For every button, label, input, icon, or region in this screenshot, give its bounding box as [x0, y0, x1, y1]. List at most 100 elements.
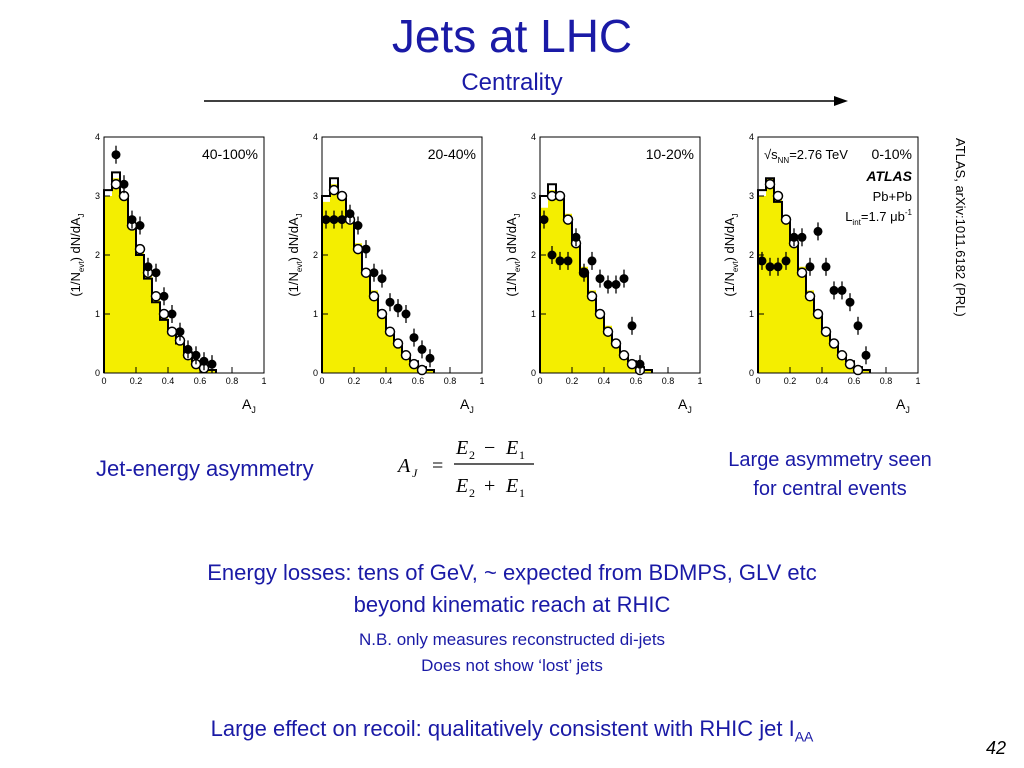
open-point — [408, 358, 420, 370]
y-tick-label: 0 — [95, 368, 100, 378]
recoil-sub: AA — [794, 728, 814, 745]
energy-prefix: √s — [764, 147, 778, 162]
y-tick-label: 4 — [95, 132, 100, 142]
y-tick-label: 0 — [313, 368, 318, 378]
y-tick-label: 1 — [749, 309, 754, 319]
x-tick-label: 0.6 — [194, 376, 207, 386]
formula-den-a: E — [455, 475, 468, 497]
open-point — [554, 190, 566, 202]
lumi-annotation: Lint=1.7 μb-1 — [845, 208, 912, 227]
y-tick-label: 0 — [749, 368, 754, 378]
x-tick-label: 0.2 — [348, 376, 361, 386]
filled-point — [401, 309, 411, 319]
y-tick-label: 2 — [531, 250, 536, 260]
x-axis-label: AJ — [896, 396, 910, 415]
x-tick-label: 0 — [101, 376, 106, 386]
x-axis-label: AJ — [242, 396, 256, 415]
x-axis-label-main: A — [460, 396, 470, 412]
x-tick-label: 0.4 — [598, 376, 611, 386]
jet-energy-label: Jet-energy asymmetry — [96, 456, 314, 481]
x-axis-label-main: A — [242, 396, 252, 412]
filled-point — [191, 350, 201, 360]
filled-point — [151, 268, 161, 278]
filled-point — [337, 215, 347, 225]
x-axis-label: AJ — [678, 396, 692, 415]
asymmetry-formula: A J = E 2 − E 1 E 2 + E 1 — [396, 437, 534, 500]
formula-den-a-sub: 2 — [469, 486, 475, 500]
filled-point — [547, 250, 557, 260]
open-point — [836, 350, 848, 361]
centrality-bin-label: 0-10% — [872, 146, 912, 162]
centrality-bin-label: 20-40% — [428, 146, 476, 162]
x-tick-label: 0.6 — [412, 376, 425, 386]
large-asymmetry-line2: for central events — [753, 478, 907, 500]
filled-point — [321, 215, 331, 225]
filled-point — [587, 256, 597, 266]
y-tick-label: 1 — [313, 309, 318, 319]
formula-num-op: − — [484, 437, 495, 459]
filled-point — [183, 344, 193, 354]
energy-annotation: √sNN=2.76 TeV — [764, 147, 848, 165]
formula-num-a: E — [455, 437, 468, 459]
open-point — [812, 308, 824, 320]
open-point — [392, 338, 404, 349]
filled-point — [111, 150, 121, 160]
open-point — [772, 190, 784, 202]
open-point — [376, 308, 388, 320]
filled-point — [361, 244, 371, 254]
filled-point — [119, 179, 129, 189]
open-point — [110, 178, 122, 190]
y-tick-label: 4 — [749, 132, 754, 142]
filled-point — [425, 353, 435, 363]
filled-point — [797, 232, 807, 242]
open-point — [594, 308, 606, 320]
y-tick-label: 1 — [95, 309, 100, 319]
filled-point — [345, 209, 355, 219]
x-tick-label: 0.2 — [130, 376, 143, 386]
x-tick-label: 0.2 — [784, 376, 797, 386]
filled-point — [135, 221, 145, 230]
x-tick-label: 0.4 — [380, 376, 393, 386]
open-point — [796, 267, 808, 278]
filled-point — [329, 215, 339, 225]
x-tick-label: 0.8 — [662, 376, 675, 386]
filled-point — [781, 256, 791, 266]
open-point — [828, 338, 840, 349]
filled-point — [353, 221, 363, 230]
y-axis-label-tail: ) dN/dA — [68, 217, 83, 261]
formula-den-b-sub: 1 — [519, 486, 525, 500]
filled-point — [765, 262, 775, 272]
open-point — [360, 267, 372, 278]
open-point — [134, 243, 146, 255]
y-axis-label-sub: evt — [77, 261, 86, 272]
energy-value: =2.76 TeV — [789, 147, 848, 162]
recoil-text: Large effect on recoil: qualitatively co… — [210, 716, 795, 741]
x-axis-label: AJ — [460, 396, 474, 415]
x-tick-label: 0.8 — [880, 376, 893, 386]
x-tick-label: 0.8 — [444, 376, 457, 386]
x-tick-label: 0 — [319, 376, 324, 386]
filled-point — [555, 256, 565, 266]
y-tick-label: 2 — [313, 250, 318, 260]
experiment-label: ATLAS — [865, 168, 912, 184]
energy-sub: NN — [778, 156, 790, 165]
filled-point — [167, 309, 177, 319]
y-axis-label-tail-sub: J — [731, 213, 740, 217]
lumi-prefix: L — [845, 209, 852, 224]
filled-point — [127, 215, 137, 225]
open-point — [618, 350, 630, 361]
x-tick-label: 0.4 — [162, 376, 175, 386]
centrality-label: Centrality — [461, 69, 563, 96]
open-point — [400, 350, 412, 361]
lumi-value: =1.7 μb — [861, 209, 905, 224]
open-point — [804, 291, 816, 302]
y-tick-label: 3 — [313, 191, 318, 201]
open-point — [610, 338, 622, 349]
y-axis-label-main: (1/N — [504, 272, 519, 297]
y-tick-label: 4 — [313, 132, 318, 142]
hist-fill — [540, 190, 652, 373]
citation-text: ATLAS, arXiv:1011.6182 (PRL) — [953, 138, 968, 317]
filled-point — [539, 215, 549, 225]
